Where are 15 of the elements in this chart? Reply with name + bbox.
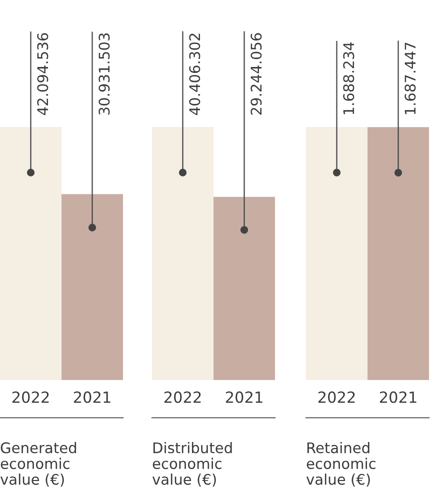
x-axis-title: Distributed economic value (€) [152, 442, 232, 487]
data-label: 42.094.536 [37, 33, 48, 116]
x-axis-title: Retained economic value (€) [306, 442, 376, 487]
data-label: 1.688.234 [343, 42, 354, 114]
x-axis-title: Generated economic value (€) [0, 442, 76, 487]
data-label: 30.931.503 [98, 33, 110, 115]
data-label: 40.406.302 [189, 34, 200, 116]
x-tick-label: 2021 [74, 391, 110, 403]
data-label: 1.687.447 [404, 42, 416, 114]
x-tick-label: 2022 [164, 391, 201, 403]
x-tick-label: 2022 [12, 391, 49, 403]
data-label: 29.244.056 [250, 33, 262, 115]
x-tick-label: 2021 [380, 391, 416, 403]
x-tick-label: 2022 [318, 391, 355, 403]
x-tick-label: 2021 [226, 391, 262, 403]
